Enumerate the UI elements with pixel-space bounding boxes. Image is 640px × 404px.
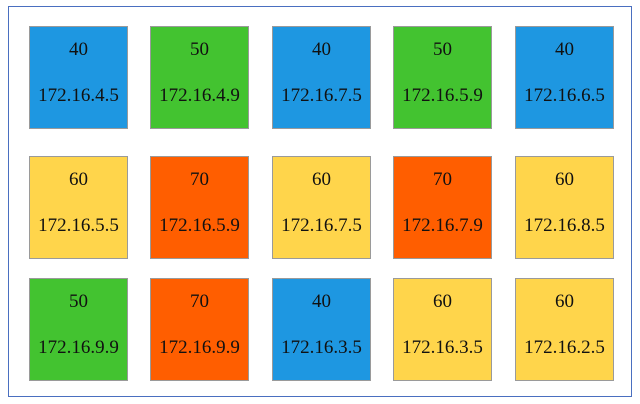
tile: 50 172.16.4.9 [150,26,249,129]
tile-address: 172.16.7.5 [281,215,362,236]
tile-address: 172.16.5.5 [38,215,119,236]
tile-address: 172.16.7.5 [281,85,362,106]
tile: 60 172.16.2.5 [515,278,614,381]
tile-address: 172.16.4.5 [38,85,119,106]
tile-value: 60 [69,169,88,190]
tile-value: 70 [190,169,209,190]
tile: 60 172.16.7.5 [272,156,371,259]
tile-value: 50 [190,39,209,60]
tile-value: 70 [190,291,209,312]
tile: 60 172.16.3.5 [393,278,492,381]
tile: 40 172.16.7.5 [272,26,371,129]
tile-address: 172.16.9.9 [38,337,119,358]
tile: 50 172.16.5.9 [393,26,492,129]
tile-address: 172.16.4.9 [159,85,240,106]
tile-address: 172.16.2.5 [524,337,605,358]
tile-address: 172.16.5.9 [402,85,483,106]
tile: 70 172.16.5.9 [150,156,249,259]
tile-value: 40 [555,39,574,60]
tile: 70 172.16.9.9 [150,278,249,381]
tile-value: 60 [433,291,452,312]
tile-value: 50 [69,291,88,312]
tile-address: 172.16.5.9 [159,215,240,236]
tile: 40 172.16.4.5 [29,26,128,129]
tile: 60 172.16.8.5 [515,156,614,259]
tile-value: 70 [433,169,452,190]
tile-address: 172.16.8.5 [524,215,605,236]
tile: 60 172.16.5.5 [29,156,128,259]
tile: 50 172.16.9.9 [29,278,128,381]
tile: 40 172.16.3.5 [272,278,371,381]
tile: 70 172.16.7.9 [393,156,492,259]
tile-address: 172.16.3.5 [402,337,483,358]
tile-value: 40 [69,39,88,60]
tile-value: 60 [555,169,574,190]
tile-value: 60 [555,291,574,312]
tile-value: 60 [312,169,331,190]
panel [8,6,632,397]
tile: 40 172.16.6.5 [515,26,614,129]
tile-address: 172.16.6.5 [524,85,605,106]
tile-value: 50 [433,39,452,60]
tile-address: 172.16.3.5 [281,337,362,358]
tile-address: 172.16.7.9 [402,215,483,236]
tile-address: 172.16.9.9 [159,337,240,358]
tile-value: 40 [312,39,331,60]
tile-value: 40 [312,291,331,312]
